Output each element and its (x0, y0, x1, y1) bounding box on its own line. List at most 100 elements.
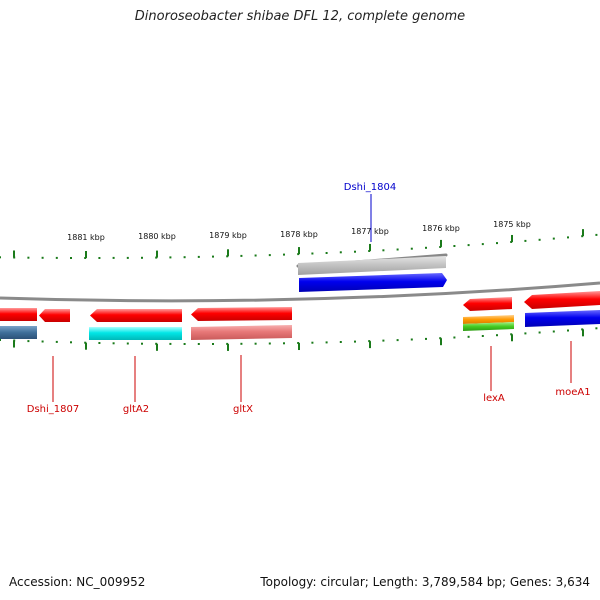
gene-feature-green[interactable] (463, 322, 514, 331)
gene-feature-red-3[interactable] (90, 309, 182, 322)
scale-label-1875: 1875 kbp (493, 220, 531, 229)
gene-label-glta2[interactable]: gltA2 (123, 404, 149, 415)
scale-label-1878: 1878 kbp (280, 230, 318, 239)
topology-label: Topology: circular; Length: 3,789,584 bp… (260, 575, 590, 589)
top-ring-minor-tick (13, 256, 16, 259)
bottom-ring-minor-tick (141, 342, 143, 345)
top-ring-minor-tick (496, 242, 498, 245)
top-ring-minor-tick (212, 255, 214, 258)
gene-label-dshi-1807[interactable]: Dshi_1807 (27, 404, 79, 415)
top-ring-minor-tick (283, 253, 285, 256)
bottom-ring-minor-tick (84, 341, 87, 344)
top-ring-minor-tick (197, 255, 200, 258)
gene-feature-red-6[interactable] (524, 291, 600, 309)
gene-feature-red-5[interactable] (463, 297, 512, 311)
gene-feature-gltx[interactable] (191, 325, 292, 340)
bottom-ring-minor-tick (112, 342, 115, 345)
bottom-ring-minor-tick (13, 339, 16, 342)
top-ring-minor-tick (325, 252, 328, 254)
bottom-ring-minor-tick (524, 332, 527, 335)
bottom-ring-minor-tick (197, 343, 200, 345)
top-ring-minor-tick (84, 257, 87, 259)
bottom-ring-minor-tick (268, 342, 271, 345)
top-ring-minor-tick (155, 256, 158, 259)
scale-label-1880: 1880 kbp (138, 232, 176, 241)
bottom-ring-minor-tick (339, 341, 342, 343)
top-ring-minor-tick (254, 254, 257, 257)
top-ring-minor-tick (368, 250, 371, 252)
bottom-ring-minor-tick (496, 334, 498, 337)
scale-label-1879: 1879 kbp (209, 231, 247, 240)
gene-label-dshi-1804[interactable]: Dshi_1804 (344, 182, 396, 193)
top-ring-minor-tick (481, 243, 484, 246)
bottom-ring-minor-tick (98, 342, 101, 344)
top-ring-minor-tick (581, 235, 584, 238)
bottom-ring-minor-tick (311, 341, 314, 344)
top-ring-minor-tick (268, 254, 271, 257)
scale-label-1881: 1881 kbp (67, 233, 105, 242)
top-ring-minor-tick (226, 255, 229, 258)
bottom-ring-minor-tick (70, 341, 72, 344)
top-ring-minor-tick (240, 254, 243, 257)
bottom-ring-minor-tick (297, 342, 300, 344)
gene-label-lexa[interactable]: lexA (483, 393, 505, 404)
top-ring-minor-tick (382, 249, 385, 252)
gene-feature-dshi-1804[interactable] (299, 273, 447, 292)
scale-label-1877: 1877 kbp (351, 227, 389, 236)
bottom-ring-minor-tick (126, 342, 129, 345)
bottom-ring-minor-tick (396, 339, 399, 342)
bottom-ring-minor-tick (567, 329, 569, 332)
gene-feature-glta2[interactable] (89, 327, 182, 340)
bottom-ring-minor-tick (425, 337, 427, 340)
bottom-ring-minor-tick (325, 341, 328, 344)
gene-features (0, 256, 600, 340)
scale-label-1876: 1876 kbp (422, 224, 460, 233)
top-ring-minor-tick (169, 256, 172, 259)
bottom-ring-minor-tick (169, 342, 172, 345)
bottom-ring-minor-tick (155, 342, 158, 345)
bottom-ring-minor-tick (382, 339, 385, 342)
bottom-ring-minor-tick (0, 339, 1, 341)
top-ring-minor-tick (311, 252, 314, 255)
bottom-ring-minor-tick (283, 342, 285, 345)
gene-feature-red-4[interactable] (191, 307, 292, 321)
top-ring-minor-tick (0, 256, 1, 259)
bottom-ring-minor-tick (595, 327, 598, 330)
top-ring-minor-tick (339, 251, 342, 254)
top-ring-minor-tick (27, 256, 30, 259)
top-ring-minor-tick (510, 241, 513, 243)
gene-feature-red-1[interactable] (0, 308, 37, 321)
top-ring-minor-tick (141, 256, 143, 259)
gene-feature-lexa[interactable] (463, 315, 514, 324)
bottom-ring-minor-tick (552, 330, 555, 333)
bottom-ring-minor-tick (538, 331, 541, 334)
top-ring-minor-tick (55, 256, 58, 259)
bottom-ring-minor-tick (41, 340, 44, 343)
bottom-ring-minor-tick (481, 335, 484, 337)
top-ring-minor-tick (595, 233, 598, 236)
top-ring-minor-tick (70, 257, 72, 259)
top-ring-minor-tick (410, 247, 413, 250)
gene-feature-red-2[interactable] (39, 309, 70, 322)
top-ring-minor-tick (538, 238, 541, 241)
gene-label-gltx[interactable]: gltX (233, 404, 253, 415)
bottom-ring-minor-tick (410, 338, 413, 341)
top-ring-minor-tick (439, 246, 442, 248)
bottom-ring-minor-tick (240, 342, 243, 345)
gene-label-moea1[interactable]: moeA1 (555, 387, 590, 398)
bottom-ring-minor-tick (467, 335, 470, 338)
bottom-ring-minor-tick (226, 342, 229, 345)
bottom-ring-minor-tick (183, 343, 186, 345)
top-ring-minor-tick (567, 236, 569, 239)
gene-feature-gray[interactable] (298, 256, 446, 275)
accession-label: Accession: NC_009952 (9, 575, 146, 589)
top-ring-minor-tick (453, 245, 456, 247)
top-ring-minor-tick (425, 246, 427, 249)
gene-feature-moea1[interactable] (525, 310, 600, 327)
gene-feature-dshi-1807[interactable] (0, 326, 37, 339)
bottom-ring-minor-tick (27, 340, 30, 343)
bottom-ring-minor-tick (254, 342, 257, 345)
genome-backbone (0, 281, 600, 303)
